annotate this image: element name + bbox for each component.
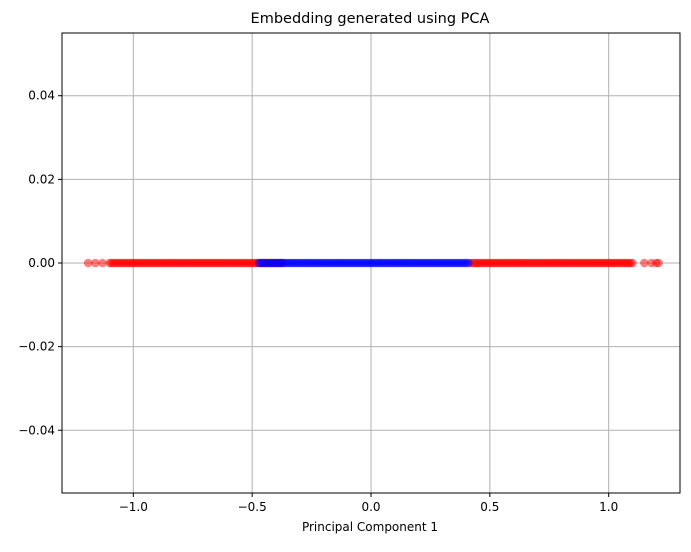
x-axis-label: Principal Component 1 [302,520,438,534]
y-tick-label: 0.04 [28,89,55,103]
x-tick-label: 0.5 [480,500,499,514]
y-tick-label: −0.02 [18,340,55,354]
y-tick-label: 0.02 [28,172,55,186]
data-points [83,258,663,268]
data-point [640,258,649,268]
x-tick-label: 0.0 [361,500,380,514]
y-tick-label: 0.00 [28,256,55,270]
data-point [654,258,663,268]
data-point [98,258,107,268]
data-point [83,258,93,268]
y-tick-label: −0.04 [18,423,55,437]
data-point [464,258,473,268]
chart-title: Embedding generated using PCA [251,11,490,27]
x-tick-label: −1.0 [119,500,148,514]
x-tick-label: 1.0 [599,500,618,514]
data-point [90,258,100,268]
ticks: −1.0 −0.5 0.0 0.5 1.0 −0.04 −0.02 0.00 0.02 0.04 [18,89,618,514]
x-tick-label: −0.5 [238,500,267,514]
data-point [628,258,637,268]
